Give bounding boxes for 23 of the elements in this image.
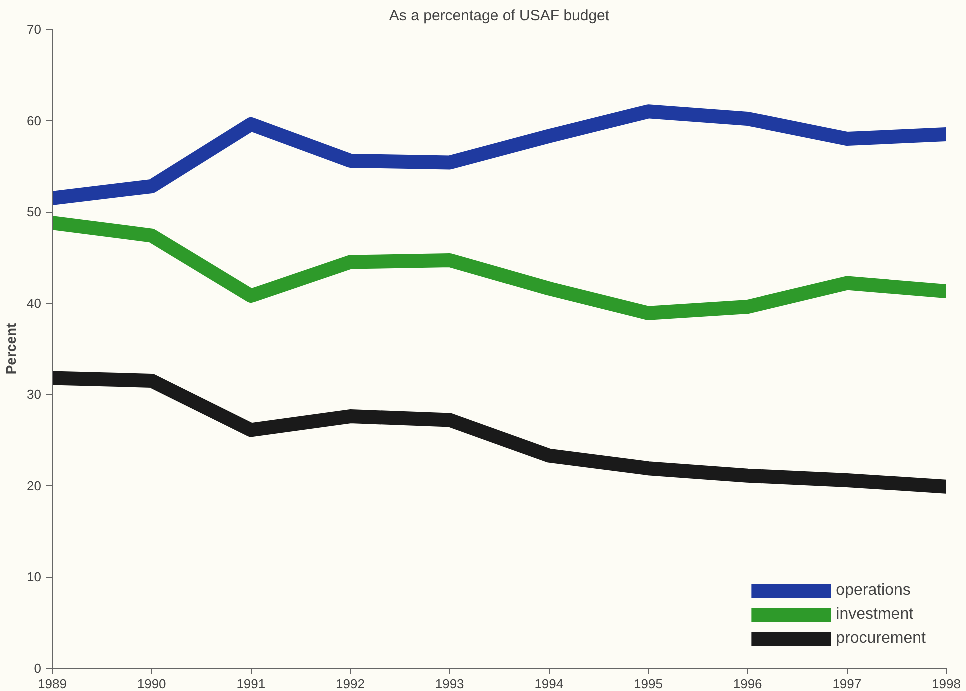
x-tick-label: 1994 bbox=[534, 676, 564, 691]
y-tick-label: 20 bbox=[27, 478, 42, 494]
x-tick-label: 1997 bbox=[832, 676, 862, 691]
chart-title: As a percentage of USAF budget bbox=[389, 8, 610, 24]
y-tick-label: 50 bbox=[27, 204, 42, 220]
x-tick-label: 1995 bbox=[634, 676, 663, 691]
x-tick-label: 1993 bbox=[435, 676, 464, 691]
x-tick-label: 1989 bbox=[38, 676, 67, 691]
y-axis-title: Percent bbox=[3, 322, 20, 375]
x-tick-label: 1996 bbox=[733, 676, 762, 691]
x-tick-label: 1990 bbox=[137, 676, 166, 691]
legend-label: investment bbox=[836, 606, 914, 624]
y-tick-label: 40 bbox=[27, 296, 42, 311]
legend-label: operations bbox=[836, 582, 911, 600]
x-tick-label: 1998 bbox=[932, 676, 961, 691]
y-tick-label: 10 bbox=[27, 570, 42, 585]
legend-label: procurement bbox=[836, 630, 926, 648]
y-tick-label: 0 bbox=[34, 661, 42, 676]
y-tick-label: 30 bbox=[27, 387, 42, 402]
y-tick-label: 70 bbox=[27, 22, 42, 37]
x-tick-label: 1992 bbox=[336, 676, 365, 691]
y-tick-label: 60 bbox=[27, 113, 42, 128]
x-tick-label: 1991 bbox=[236, 676, 266, 691]
